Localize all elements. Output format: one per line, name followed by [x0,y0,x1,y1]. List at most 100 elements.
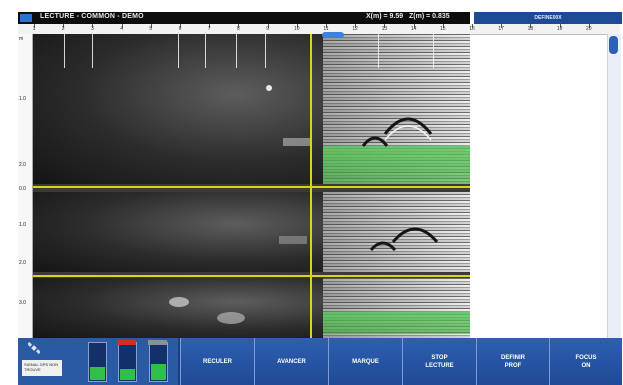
depth-label: 0.0 [19,186,26,192]
title-bar: LECTURE - COMMON - DEMO X(m) = 9.59 Z(m)… [18,12,470,24]
radargram-panel-top[interactable] [33,34,470,184]
ruler-tick [384,24,386,28]
ruler-tick [34,24,35,28]
ruler-tick [150,24,152,28]
battery-level [90,367,105,380]
marker-pin [178,34,179,68]
z-readout: Z(m) = 0.835 [409,13,450,20]
ruler-tick [296,24,298,28]
coordinate-readout: X(m) = 9.59 Z(m) = 0.835 [366,13,450,20]
processed-radargram [33,192,323,272]
ruler-tick [209,24,211,28]
satellite-icon [28,342,40,354]
ruler-tick-label: 11 [323,26,329,32]
focus-on-button[interactable]: FOCUS ON [549,338,622,385]
scrollbar-thumb[interactable] [609,36,618,54]
avancer-button[interactable]: AVANCER [254,338,328,385]
crosshair-vertical[interactable] [310,34,312,338]
ruler-tick-label: 18 [527,26,534,32]
side-panel-header: DEFINE00X [474,12,622,24]
ruler-tick-label: 15 [440,26,446,32]
picked-layer-overlay [323,146,470,184]
ruler-tick [588,24,590,28]
ruler-tick [267,24,269,28]
ruler-tick-label: 16 [469,26,475,32]
hyperbola-overlay [279,227,439,252]
ruler-tick-label: 20 [586,26,592,32]
ruler-tick-label: 5 [149,26,153,32]
position-marker-icon[interactable] [322,32,344,38]
depth-label: 2.0 [19,162,26,168]
ruler-tick [63,24,65,28]
ruler-tick [238,24,240,28]
ruler-tick [92,24,94,28]
stop-lecture-button[interactable]: STOP LECTURE [402,338,476,385]
ruler-tick [559,24,561,28]
signal-level [120,369,135,380]
ruler-tick-label: 13 [381,26,388,32]
ruler-tick [472,24,473,28]
reflection-overlay [169,297,245,324]
raw-radargram [323,192,470,272]
storage-level [151,363,166,380]
ruler-tick [355,24,357,28]
ruler-tick-label: 6 [178,26,182,32]
bottom-toolbar: SIGNAL GPS NON TROUVE RECULER AVANCER MA… [18,338,622,385]
definir-prof-button[interactable]: DEFINIR PROF [476,338,549,385]
x-readout: X(m) = 9.59 [366,13,404,20]
signal-gauge [117,340,137,382]
radargram-panel-middle[interactable] [33,192,470,272]
ruler-tick [121,24,123,28]
reculer-button[interactable]: RECULER [180,338,254,385]
monitor-icon [148,340,167,345]
depth-scale: m 1.0 2.0 0.0 1.0 2.0 3.0 [18,34,33,338]
marker-pin [92,34,93,68]
crosshair-horizontal-top[interactable] [33,186,470,188]
vertical-scrollbar[interactable] [607,34,621,338]
ruler-tick-label: 12 [352,26,358,32]
ruler-tick [501,24,503,28]
ruler-tick-label: 19 [556,26,563,32]
hyperbola-overlay [266,85,433,147]
depth-label: 1.0 [19,96,26,102]
ruler-tick [180,24,181,28]
marker-pin [64,34,65,68]
marker-pin [236,34,237,68]
crosshair-horizontal-bottom[interactable] [33,275,470,277]
marker-pin [265,34,266,68]
radar-view[interactable] [33,34,470,338]
window-title: LECTURE - COMMON - DEMO [40,13,144,20]
ruler-tick-label: 9 [266,26,269,32]
ruler-tick-label: 17 [498,26,504,32]
marker-pin [378,34,379,68]
storage-gauge [148,340,168,382]
marker-pin [205,34,206,68]
ruler-tick-label: 14 [410,26,417,32]
depth-label: 2.0 [19,260,26,266]
picked-layer-overlay [323,312,470,334]
ruler-tick-label: 10 [294,26,300,32]
depth-label: m [19,36,24,42]
ruler-tick-label: 4 [120,26,123,32]
ruler-tick [326,24,327,28]
status-panel: SIGNAL GPS NON TROUVE [18,338,178,385]
gps-status-badge: SIGNAL GPS NON TROUVE [22,360,62,376]
radargram-panel-bottom[interactable] [33,278,470,338]
ruler-tick [442,24,444,28]
alert-icon [117,340,136,345]
ruler-tick-label: 8 [237,26,240,32]
battery-gauge [88,342,107,382]
depth-label: 3.0 [19,300,26,306]
ruler-tick [530,24,532,28]
marker-pin [433,34,434,68]
app-logo-icon [20,14,32,22]
ruler-tick-label: 7 [207,26,211,32]
marque-button[interactable]: MARQUE [328,338,402,385]
panel-separator [33,184,470,192]
ruler-tick [413,24,415,28]
processed-radargram [33,278,323,338]
ruler-tick-label: 3 [91,26,94,32]
ruler-tick-label: 1 [32,26,36,32]
ruler-tick-label: 2 [61,26,65,32]
depth-label: 1.0 [19,222,26,228]
